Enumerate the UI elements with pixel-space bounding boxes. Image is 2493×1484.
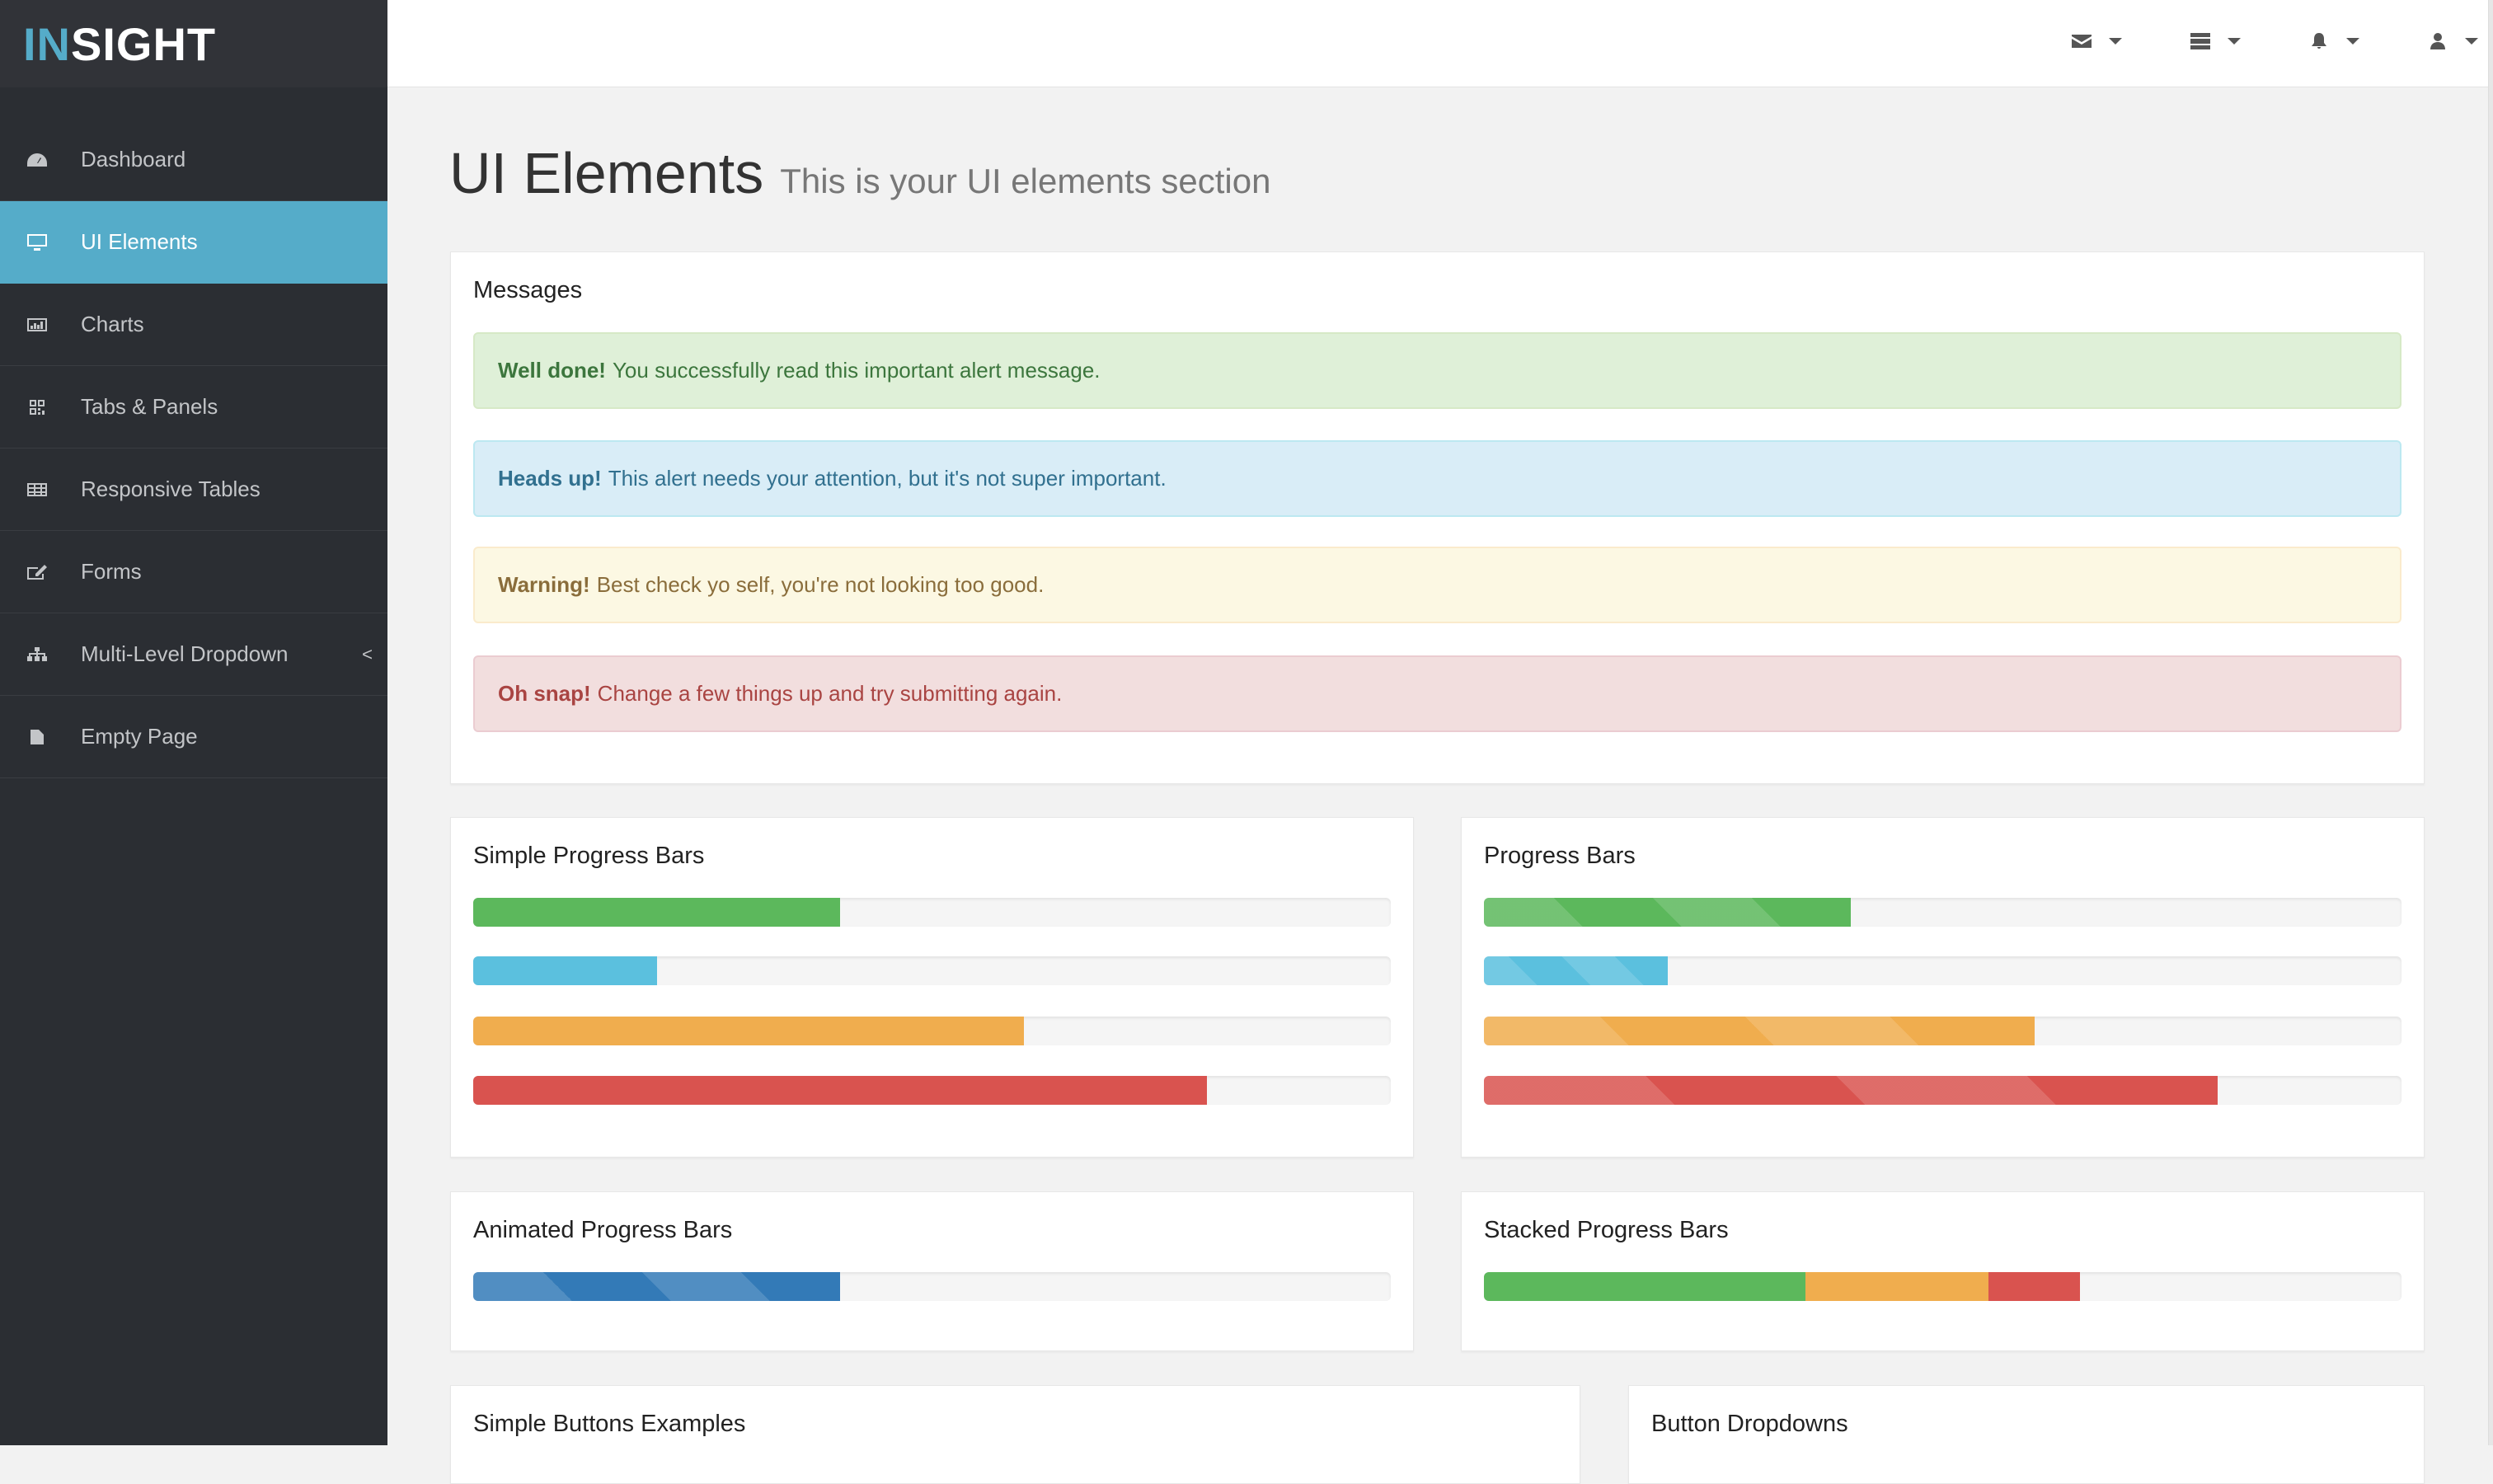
alert-success: Well done! You successfully read this imp…: [473, 332, 2401, 409]
progress-bar: [473, 898, 1391, 927]
top-navbar: [387, 0, 2488, 87]
tasks-icon: [2190, 33, 2210, 49]
page-subtitle: This is your UI elements section: [780, 162, 1271, 200]
sitemap-icon: [0, 646, 81, 664]
striped-progress-panel: Progress Bars: [1461, 817, 2425, 1158]
sidebar-nav: Dashboard UI Elements Charts Tabs & Pane…: [0, 119, 387, 778]
desktop-icon: [0, 233, 81, 251]
qrcode-icon: [0, 398, 81, 416]
page-title: UI Elements: [449, 141, 764, 205]
alerts-dropdown[interactable]: [2308, 31, 2359, 51]
sidebar-item-dashboard[interactable]: Dashboard: [0, 119, 387, 201]
page-header: UI Elements This is your UI elements sect…: [449, 140, 1270, 206]
alert-info: Heads up! This alert needs your attention…: [473, 440, 2401, 517]
progress-bar: [1484, 1017, 2401, 1045]
sidebar-item-tabs-panels[interactable]: Tabs & Panels: [0, 366, 387, 448]
progress-segment-success: [1484, 1272, 1805, 1301]
progress-fill-success: [1484, 898, 1852, 927]
animated-progress-panel: Animated Progress Bars: [450, 1191, 1414, 1351]
panel-title: Stacked Progress Bars: [1484, 1217, 1729, 1243]
panel-title: Progress Bars: [1484, 843, 1636, 869]
chevron-left-icon: <: [362, 643, 373, 665]
messages-dropdown[interactable]: [2071, 31, 2122, 51]
user-icon: [2430, 33, 2445, 49]
alert-danger: Oh snap! Change a few things up and try s…: [473, 655, 2401, 732]
caret-down-icon: [2109, 38, 2122, 45]
table-icon: [0, 481, 81, 499]
bar-chart-icon: [0, 316, 81, 334]
stacked-progress-bar: [1484, 1272, 2401, 1301]
caret-down-icon: [2465, 38, 2478, 45]
sidebar-item-responsive-tables[interactable]: Responsive Tables: [0, 448, 387, 531]
panel-title: Messages: [473, 277, 583, 303]
sidebar-item-forms[interactable]: Forms: [0, 531, 387, 613]
alert-warning: Warning! Best check yo self, you're not l…: [473, 547, 2401, 623]
panel-title: Button Dropdowns: [1651, 1411, 1848, 1437]
progress-fill-danger: [473, 1076, 1208, 1105]
progress-fill-warning: [473, 1017, 1024, 1045]
edit-icon: [0, 563, 81, 581]
caret-down-icon: [2228, 38, 2241, 45]
bell-icon: [2312, 33, 2326, 49]
caret-down-icon: [2346, 38, 2359, 45]
simple-buttons-panel: Simple Buttons Examples: [450, 1385, 1580, 1484]
progress-fill-warning: [1484, 1017, 2035, 1045]
progress-bar: [1484, 956, 2401, 985]
stacked-progress-panel: Stacked Progress Bars: [1461, 1191, 2425, 1351]
sidebar: IN SIGHT Dashboard UI Elements Charts Tab…: [0, 0, 387, 1445]
progress-bar: [473, 1076, 1391, 1105]
user-dropdown[interactable]: [2427, 31, 2478, 51]
progress-bar: [473, 956, 1391, 985]
logo[interactable]: IN SIGHT: [0, 0, 387, 87]
scrollbar[interactable]: [2488, 0, 2493, 1445]
sidebar-item-empty-page[interactable]: Empty Page: [0, 696, 387, 778]
sidebar-item-charts[interactable]: Charts: [0, 284, 387, 366]
progress-bar: [473, 1272, 1391, 1301]
progress-fill-info: [473, 956, 657, 985]
sidebar-item-ui-elements[interactable]: UI Elements: [0, 201, 387, 284]
progress-segment-warning: [1805, 1272, 1989, 1301]
messages-panel: Messages Well done! You successfully read…: [450, 251, 2425, 784]
panel-title: Simple Buttons Examples: [473, 1411, 746, 1437]
envelope-icon: [2072, 35, 2092, 48]
progress-bar: [1484, 1076, 2401, 1105]
simple-progress-panel: Simple Progress Bars: [450, 817, 1414, 1158]
button-dropdowns-panel: Button Dropdowns: [1628, 1385, 2425, 1484]
progress-fill-success: [473, 898, 841, 927]
dashboard-icon: [0, 151, 81, 169]
panel-title: Animated Progress Bars: [473, 1217, 733, 1243]
progress-fill-danger: [1484, 1076, 2218, 1105]
tasks-dropdown[interactable]: [2190, 31, 2241, 51]
progress-segment-danger: [1988, 1272, 2081, 1301]
progress-fill-info: [1484, 956, 1668, 985]
progress-bar: [473, 1017, 1391, 1045]
sidebar-item-multi-level-dropdown[interactable]: Multi-Level Dropdown <: [0, 613, 387, 696]
file-icon: [0, 728, 81, 746]
progress-bar: [1484, 898, 2401, 927]
panel-title: Simple Progress Bars: [473, 843, 705, 869]
progress-fill-primary: [473, 1272, 841, 1301]
